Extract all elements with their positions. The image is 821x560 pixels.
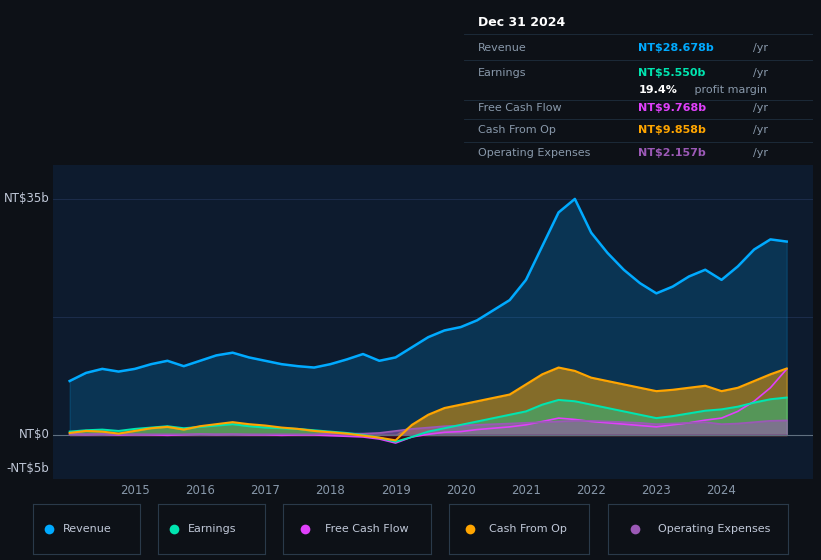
Text: /yr: /yr xyxy=(754,125,768,136)
Text: Dec 31 2024: Dec 31 2024 xyxy=(478,16,565,30)
Text: NT$0: NT$0 xyxy=(19,428,49,441)
Text: NT$9.858b: NT$9.858b xyxy=(639,125,706,136)
Text: Free Cash Flow: Free Cash Flow xyxy=(324,524,408,534)
Text: -NT$5b: -NT$5b xyxy=(7,462,49,475)
Text: Cash From Op: Cash From Op xyxy=(478,125,556,136)
Text: /yr: /yr xyxy=(754,43,768,53)
Text: /yr: /yr xyxy=(754,148,768,158)
Text: NT$35b: NT$35b xyxy=(4,193,49,206)
Text: Earnings: Earnings xyxy=(188,524,236,534)
Text: Free Cash Flow: Free Cash Flow xyxy=(478,103,562,113)
Text: /yr: /yr xyxy=(754,103,768,113)
Text: 19.4%: 19.4% xyxy=(639,85,677,95)
Text: Earnings: Earnings xyxy=(478,68,526,77)
Text: Revenue: Revenue xyxy=(62,524,112,534)
Text: NT$5.550b: NT$5.550b xyxy=(639,68,706,77)
Text: Operating Expenses: Operating Expenses xyxy=(478,148,590,158)
Text: /yr: /yr xyxy=(754,68,768,77)
Text: Revenue: Revenue xyxy=(478,43,526,53)
Text: NT$2.157b: NT$2.157b xyxy=(639,148,706,158)
Text: NT$9.768b: NT$9.768b xyxy=(639,103,706,113)
Text: Operating Expenses: Operating Expenses xyxy=(658,524,770,534)
Text: Cash From Op: Cash From Op xyxy=(488,524,566,534)
Text: profit margin: profit margin xyxy=(690,85,767,95)
Text: NT$28.678b: NT$28.678b xyxy=(639,43,714,53)
